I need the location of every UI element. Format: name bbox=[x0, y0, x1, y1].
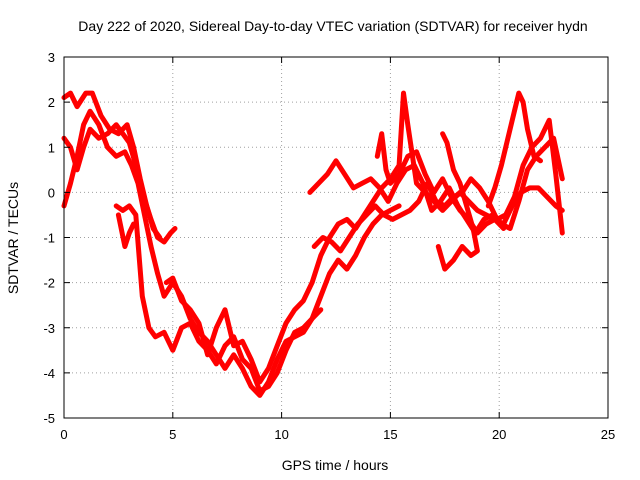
series-trace-11 bbox=[485, 90, 543, 209]
y-tick-label: 0 bbox=[48, 185, 55, 200]
series-trace-4 bbox=[113, 203, 324, 394]
series-trace-1 bbox=[61, 108, 402, 398]
y-tick-label: 1 bbox=[48, 140, 55, 155]
y-tick-label: 2 bbox=[48, 95, 55, 110]
y-tick-label: 3 bbox=[48, 50, 55, 65]
x-tick-label: 20 bbox=[492, 427, 506, 442]
x-tick-label: 15 bbox=[383, 427, 397, 442]
series-trace-10 bbox=[435, 131, 480, 272]
y-tick-label: -2 bbox=[43, 276, 55, 291]
series-trace-8 bbox=[311, 117, 565, 254]
x-tick-label: 5 bbox=[169, 427, 176, 442]
series-trace-5 bbox=[115, 212, 137, 249]
series-trace-7 bbox=[307, 135, 565, 236]
x-tick-label: 10 bbox=[274, 427, 288, 442]
y-tick-label: -4 bbox=[43, 366, 55, 381]
y-tick-label: -1 bbox=[43, 231, 55, 246]
grid bbox=[64, 57, 608, 418]
series-trace-3 bbox=[61, 90, 163, 240]
chart-title: Day 222 of 2020, Sidereal Day-to-day VTE… bbox=[78, 18, 587, 34]
y-tick-label: -3 bbox=[43, 321, 55, 336]
y-axis-label: SDTVAR / TECUs bbox=[5, 182, 21, 294]
series-trace-9 bbox=[374, 131, 507, 236]
data-series bbox=[61, 90, 565, 398]
x-tick-label: 0 bbox=[60, 427, 67, 442]
x-axis-label: GPS time / hours bbox=[282, 457, 389, 473]
x-tick-label: 25 bbox=[601, 427, 615, 442]
y-tick-label: -5 bbox=[43, 411, 55, 426]
